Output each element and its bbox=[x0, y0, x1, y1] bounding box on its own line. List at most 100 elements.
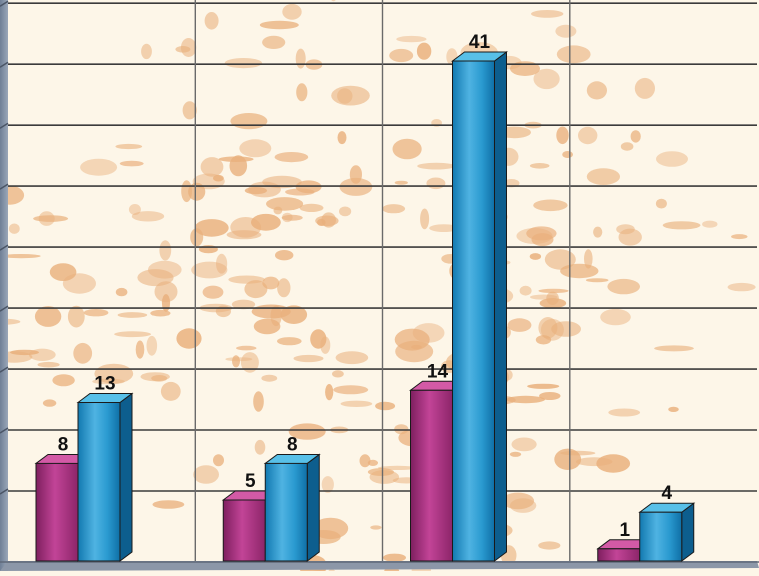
background-blob bbox=[213, 174, 224, 182]
background-blob bbox=[285, 188, 315, 196]
background-blob bbox=[554, 448, 582, 470]
background-blob bbox=[224, 58, 263, 69]
background-blob bbox=[117, 312, 148, 318]
gridline-tick bbox=[0, 488, 9, 495]
background-blob bbox=[10, 349, 39, 356]
bar-series-1 bbox=[597, 548, 641, 562]
background-blob bbox=[236, 345, 257, 351]
background-blob bbox=[193, 465, 220, 484]
background-blob bbox=[175, 46, 191, 53]
background-blob bbox=[280, 305, 308, 325]
background-blob bbox=[1, 254, 41, 259]
background-blob bbox=[288, 423, 326, 440]
background-blob bbox=[420, 208, 430, 230]
background-blob bbox=[277, 337, 302, 346]
background-blob bbox=[150, 309, 171, 317]
background-blob bbox=[152, 500, 185, 509]
background-blob bbox=[131, 211, 165, 222]
background-blob bbox=[529, 253, 542, 260]
background-blob bbox=[634, 77, 656, 99]
background-blob bbox=[585, 278, 609, 283]
background-blob bbox=[429, 224, 459, 233]
bar-series-1 bbox=[35, 462, 79, 562]
background-blob bbox=[191, 261, 228, 279]
background-blob bbox=[539, 392, 561, 400]
background-blob bbox=[586, 168, 621, 186]
background-blob bbox=[533, 68, 560, 90]
background-blob bbox=[560, 263, 599, 279]
background-blob bbox=[382, 204, 406, 214]
background-blob bbox=[73, 342, 93, 364]
background-blob bbox=[141, 43, 152, 60]
background-blob bbox=[370, 525, 382, 530]
background-blob bbox=[225, 357, 253, 362]
background-blob bbox=[339, 206, 352, 217]
background-blob bbox=[556, 126, 569, 145]
background-blob bbox=[656, 151, 688, 167]
background-blob bbox=[160, 381, 181, 401]
background-blob bbox=[630, 130, 641, 143]
bar-series-2 bbox=[77, 402, 121, 562]
background-blob bbox=[244, 280, 268, 299]
background-blob bbox=[67, 305, 85, 328]
bar-side bbox=[119, 392, 133, 562]
background-blob bbox=[159, 240, 172, 261]
background-blob bbox=[151, 375, 168, 382]
background-blob bbox=[367, 459, 378, 466]
data-label: 41 bbox=[469, 32, 491, 53]
background-blob bbox=[259, 20, 299, 30]
background-blob bbox=[202, 285, 224, 299]
background-blob bbox=[8, 223, 20, 234]
background-blob bbox=[282, 3, 302, 20]
background-blob bbox=[239, 139, 272, 158]
background-blob bbox=[538, 541, 561, 550]
background-blob bbox=[727, 282, 756, 292]
background-blob bbox=[562, 151, 573, 158]
gridline-tick bbox=[0, 122, 9, 129]
background-blob bbox=[507, 318, 532, 332]
background-blob bbox=[608, 408, 641, 417]
background-blob bbox=[662, 221, 701, 230]
background-blob bbox=[253, 391, 264, 412]
bar-side bbox=[306, 453, 320, 562]
background-blob bbox=[277, 278, 291, 298]
background-blob bbox=[527, 383, 560, 389]
background-blob bbox=[578, 126, 598, 145]
background-blob bbox=[396, 35, 427, 43]
background-blob bbox=[331, 85, 370, 106]
background-blob bbox=[34, 306, 62, 327]
background-blob bbox=[254, 439, 266, 455]
background-blob bbox=[506, 395, 545, 404]
data-label: 4 bbox=[662, 483, 673, 504]
background-blob bbox=[42, 399, 57, 407]
background-blob bbox=[392, 138, 422, 160]
background-blob bbox=[332, 370, 344, 378]
background-blob bbox=[218, 156, 254, 162]
gridline-tick bbox=[0, 0, 9, 7]
background-blob bbox=[654, 345, 694, 352]
background-blob bbox=[49, 263, 77, 281]
background-blob bbox=[359, 454, 371, 468]
data-label: 5 bbox=[245, 471, 256, 492]
background-blob bbox=[555, 24, 577, 38]
background-blob bbox=[135, 340, 145, 359]
background-blob bbox=[503, 179, 520, 188]
gridline-tick bbox=[0, 61, 9, 68]
data-label: 14 bbox=[427, 361, 449, 382]
background-blob bbox=[389, 48, 414, 63]
background-blob bbox=[80, 158, 118, 176]
background-blob bbox=[115, 287, 128, 297]
background-blob bbox=[119, 160, 144, 167]
background-blob bbox=[519, 285, 532, 296]
background-blob bbox=[529, 163, 550, 169]
background-blob bbox=[511, 437, 537, 452]
bar-side bbox=[681, 502, 695, 562]
background-blob bbox=[38, 211, 55, 226]
background-blob bbox=[620, 142, 634, 151]
data-label: 1 bbox=[620, 520, 631, 541]
background-blob bbox=[526, 226, 557, 241]
background-blob bbox=[337, 131, 347, 145]
background-blob bbox=[299, 203, 324, 212]
